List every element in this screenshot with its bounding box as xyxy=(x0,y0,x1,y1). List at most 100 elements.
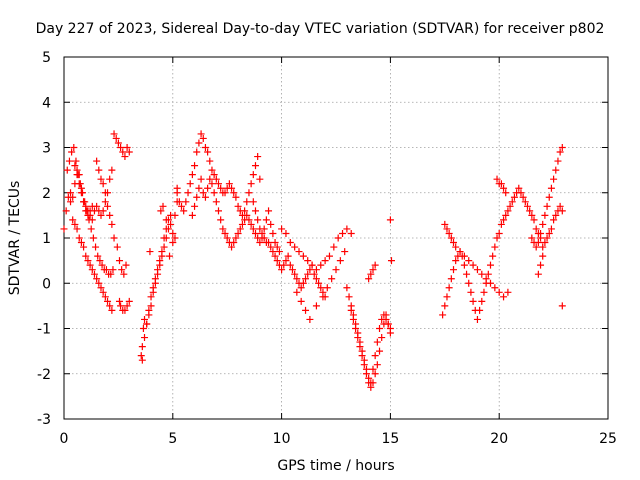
data-point xyxy=(478,270,486,278)
data-point xyxy=(491,284,499,292)
data-point xyxy=(141,315,149,323)
data-point xyxy=(312,275,320,283)
data-point xyxy=(72,157,80,165)
data-point xyxy=(113,243,121,251)
data-point xyxy=(469,261,477,269)
data-point xyxy=(212,198,220,206)
data-point xyxy=(256,239,264,247)
data-point xyxy=(260,234,268,242)
y-tick-label: -3 xyxy=(37,412,51,428)
data-point xyxy=(157,207,165,215)
data-point xyxy=(151,275,159,283)
data-point xyxy=(102,266,110,274)
data-point xyxy=(118,266,126,274)
data-point xyxy=(439,311,447,319)
data-point xyxy=(93,157,101,165)
data-point xyxy=(87,225,95,233)
data-point xyxy=(88,266,96,274)
data-point xyxy=(282,257,290,265)
data-point xyxy=(556,202,564,210)
data-point xyxy=(537,234,545,242)
data-point xyxy=(228,243,236,251)
data-point xyxy=(249,171,257,179)
data-point xyxy=(77,239,85,247)
data-point xyxy=(119,148,127,156)
data-point xyxy=(106,175,114,183)
data-point xyxy=(378,334,386,342)
data-point xyxy=(543,234,551,242)
data-point xyxy=(67,198,75,206)
data-point xyxy=(139,325,147,332)
data-point xyxy=(169,239,177,247)
data-point xyxy=(452,257,460,265)
data-point xyxy=(447,275,455,283)
x-tick-label: 20 xyxy=(490,431,508,447)
data-point xyxy=(550,216,558,224)
data-point xyxy=(504,288,512,296)
data-point xyxy=(65,157,73,165)
data-point xyxy=(228,184,236,192)
data-point xyxy=(306,266,314,274)
data-point xyxy=(267,243,275,251)
data-point xyxy=(291,243,299,251)
data-point xyxy=(491,243,499,251)
data-point xyxy=(354,334,362,342)
data-point xyxy=(86,211,94,219)
data-point xyxy=(545,193,553,201)
data-point xyxy=(347,229,355,237)
data-point xyxy=(452,243,460,251)
data-point xyxy=(77,189,85,197)
data-point xyxy=(495,288,503,296)
x-tick-label: 25 xyxy=(599,431,617,447)
data-point xyxy=(115,257,123,265)
data-point xyxy=(212,175,220,183)
data-point xyxy=(302,275,310,283)
chart-title: Day 227 of 2023, Sidereal Day-to-day VTE… xyxy=(36,21,605,37)
y-tick-label: 1 xyxy=(42,231,51,247)
data-point xyxy=(147,302,155,310)
data-point xyxy=(197,130,205,138)
data-point xyxy=(532,225,540,233)
data-point xyxy=(86,261,94,269)
data-point xyxy=(193,148,201,156)
data-point xyxy=(325,252,333,260)
data-point xyxy=(115,297,123,305)
data-point xyxy=(297,297,305,305)
data-point xyxy=(269,229,277,237)
data-point xyxy=(166,252,174,260)
data-point xyxy=(247,180,255,188)
data-point xyxy=(376,347,384,355)
data-point xyxy=(217,184,225,192)
y-tick-label: 4 xyxy=(42,95,51,111)
data-point xyxy=(114,139,122,147)
data-point xyxy=(69,216,77,224)
data-point xyxy=(104,297,112,305)
data-point xyxy=(504,207,512,215)
data-point xyxy=(201,144,209,151)
y-tick-label: 5 xyxy=(42,50,51,66)
data-point xyxy=(199,189,207,197)
data-point xyxy=(84,257,92,265)
data-point xyxy=(204,184,212,192)
data-point xyxy=(291,270,299,278)
data-point xyxy=(107,270,115,278)
data-point xyxy=(99,207,107,215)
data-point xyxy=(221,229,229,237)
data-point xyxy=(117,144,125,151)
data-point xyxy=(547,225,555,233)
data-point xyxy=(352,325,360,332)
data-point xyxy=(467,288,475,296)
data-point xyxy=(450,266,458,274)
data-point xyxy=(443,293,451,301)
data-point xyxy=(445,284,453,292)
data-point xyxy=(497,220,505,228)
data-point xyxy=(515,184,523,192)
data-point xyxy=(558,144,566,151)
data-point xyxy=(141,334,149,342)
data-point xyxy=(258,229,266,237)
data-point xyxy=(543,202,551,210)
data-point xyxy=(500,216,508,224)
data-point xyxy=(101,198,109,206)
data-point xyxy=(558,302,566,310)
